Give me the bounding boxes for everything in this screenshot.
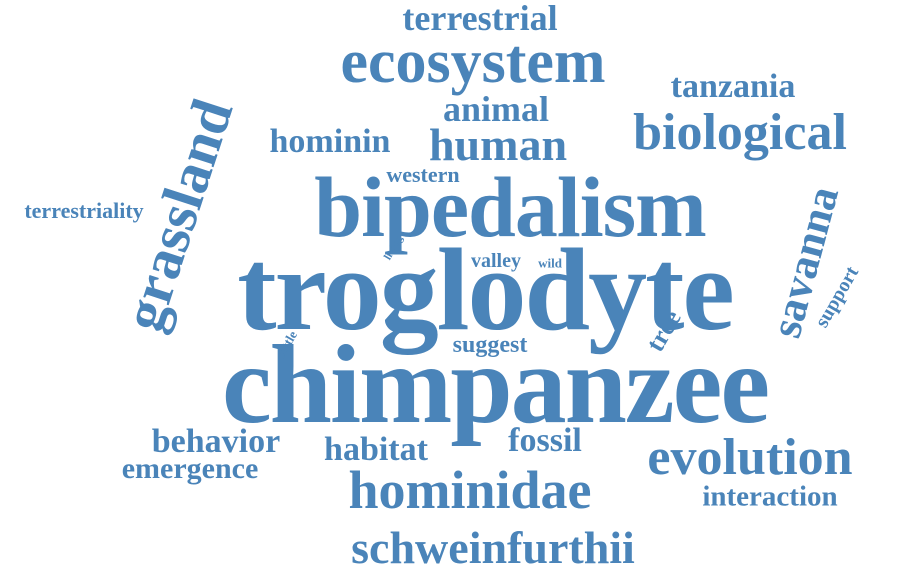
- word-western: western: [386, 162, 460, 187]
- word-evolution: evolution: [647, 429, 853, 486]
- word-hominin: hominin: [269, 123, 391, 160]
- word-emergence: emergence: [121, 452, 259, 485]
- word-chimpanzee: chimpanzee: [221, 323, 770, 447]
- word-suggest: suggest: [452, 332, 528, 358]
- word-behavior: behavior: [151, 423, 281, 460]
- word-terrestriality: terrestriality: [24, 198, 144, 223]
- word-tanzania: tanzania: [670, 68, 796, 105]
- word-habitat: habitat: [324, 431, 428, 468]
- word-human: human: [428, 119, 568, 170]
- word-hominidae: hominidae: [348, 460, 592, 520]
- word-animal: animal: [442, 89, 550, 129]
- word-troglodyte: troglodyte: [237, 224, 735, 355]
- word-biological: biological: [633, 104, 847, 161]
- word-terrestrial: terrestrial: [402, 0, 558, 38]
- word-ecosystem: ecosystem: [340, 28, 606, 96]
- word-valley: valley: [471, 250, 521, 272]
- word-wild: wild: [538, 255, 562, 271]
- word-bipedalism: bipedalism: [314, 159, 706, 255]
- word-fossil: fossil: [508, 422, 582, 459]
- word-schweinfurthii: schweinfurthii: [351, 522, 635, 573]
- word-interaction: interaction: [702, 480, 838, 513]
